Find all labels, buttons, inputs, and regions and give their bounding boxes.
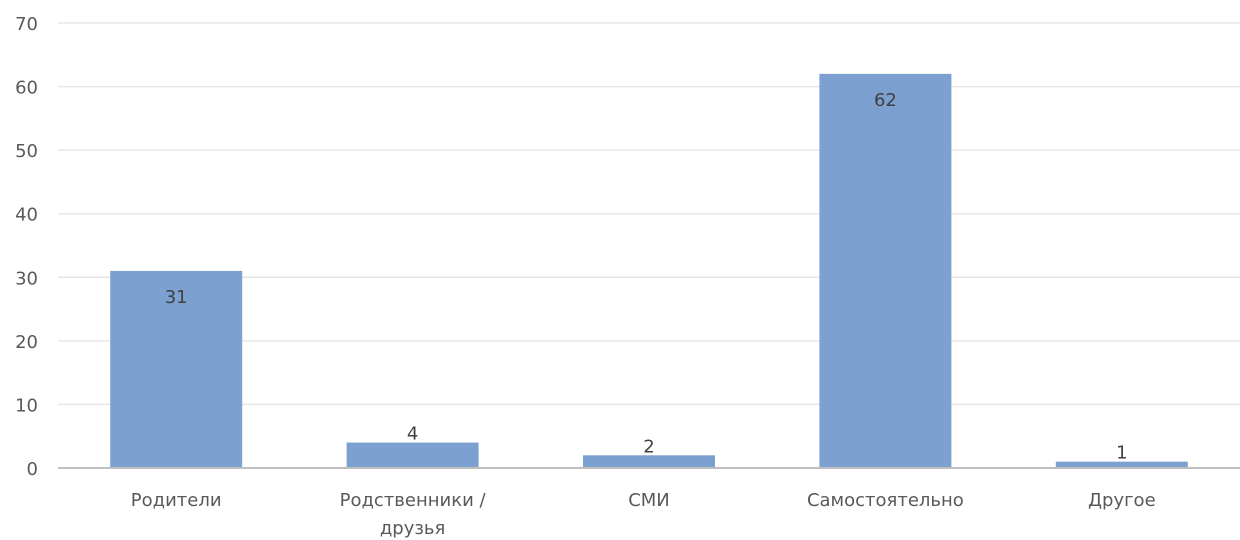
y-tick-label: 20 — [15, 332, 38, 353]
category-label: Самостоятельно — [807, 490, 964, 511]
data-label: 1 — [1116, 443, 1127, 464]
category-label: Другое — [1088, 490, 1156, 511]
gridlines — [58, 22, 1240, 406]
y-tick-label: 40 — [15, 205, 38, 226]
labels: 0 10 20 30 40 50 60 70 31 Родители 4 Родственники /… — [15, 14, 1156, 539]
y-tick-label: 60 — [15, 78, 38, 99]
y-tick-label: 50 — [15, 141, 38, 162]
bars — [110, 73, 1188, 468]
data-label: 31 — [165, 287, 188, 308]
y-tick-label: 30 — [15, 268, 38, 289]
bar — [110, 270, 243, 468]
category-label: Родственники / — [340, 490, 487, 511]
y-tick-label: 70 — [15, 14, 38, 35]
data-label: 62 — [874, 90, 897, 111]
category-label: СМИ — [628, 490, 670, 511]
data-label: 4 — [407, 424, 418, 445]
bar — [1055, 461, 1188, 468]
y-tick-label: 0 — [27, 459, 38, 480]
data-label: 2 — [643, 436, 654, 457]
category-label: Родители — [131, 490, 222, 511]
category-label: друзья — [380, 518, 446, 539]
bar — [819, 73, 952, 468]
bar — [346, 442, 479, 468]
bar — [583, 455, 715, 468]
y-tick-label: 10 — [15, 395, 38, 416]
